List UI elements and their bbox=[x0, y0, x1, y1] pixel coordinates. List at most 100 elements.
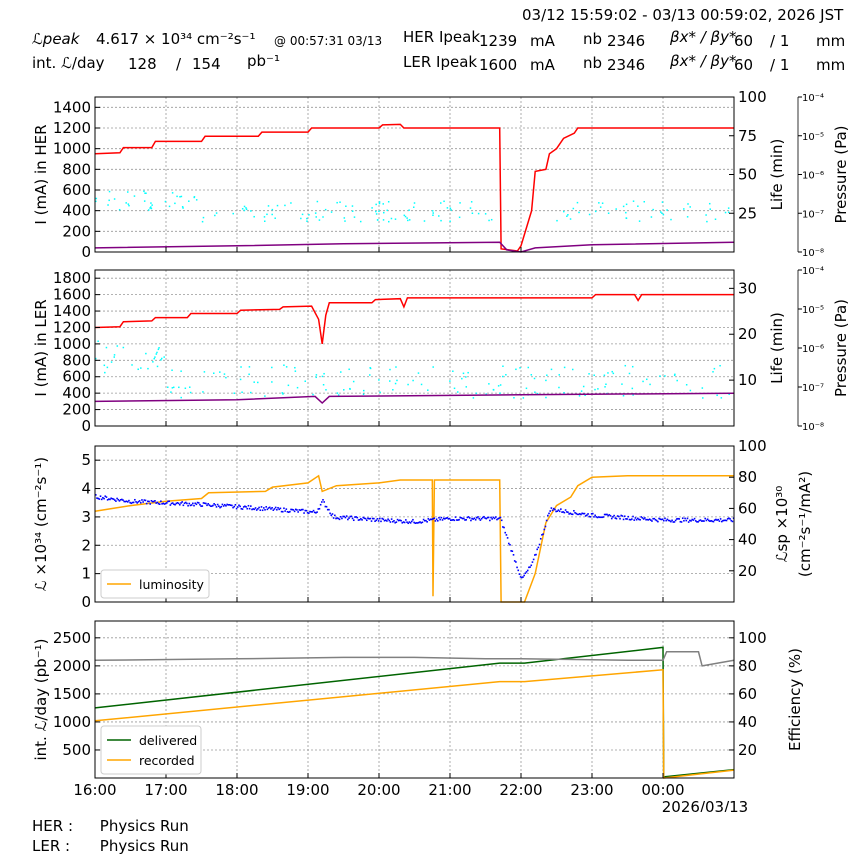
specific-lum-point bbox=[317, 508, 320, 510]
specific-lum-point bbox=[195, 503, 198, 506]
life-point bbox=[446, 207, 449, 209]
legend-label: recorded bbox=[139, 753, 195, 768]
specific-lum-point bbox=[206, 504, 208, 507]
y2-tick-label: 20 bbox=[738, 325, 757, 343]
y-tick-label: 2500 bbox=[53, 629, 91, 647]
life-point bbox=[375, 213, 378, 215]
specific-lum-point bbox=[343, 515, 346, 518]
specific-lum-point bbox=[349, 515, 352, 518]
specific-lum-point bbox=[186, 502, 188, 505]
specific-lum-point bbox=[319, 503, 322, 506]
life-point bbox=[662, 213, 665, 216]
life-point bbox=[113, 356, 116, 358]
life-point bbox=[387, 201, 390, 203]
life-point bbox=[622, 395, 625, 397]
pressure-axis-label: Pressure (Pa) bbox=[832, 125, 850, 223]
specific-lum-point bbox=[103, 497, 105, 500]
specific-lum-point bbox=[665, 519, 667, 522]
intl-value: 128 bbox=[128, 55, 157, 73]
specific-lum-point bbox=[270, 508, 272, 510]
specific-lum-point bbox=[299, 509, 302, 512]
specific-lum-point bbox=[253, 508, 256, 511]
specific-lum-point bbox=[246, 507, 249, 510]
life-point bbox=[394, 382, 397, 385]
specific-lum-point bbox=[523, 574, 525, 577]
life-point bbox=[181, 206, 184, 208]
specific-lum-point bbox=[442, 517, 445, 520]
specific-lum-point bbox=[239, 505, 241, 508]
specific-lum-point bbox=[96, 497, 98, 499]
pressure-line bbox=[94, 241, 735, 253]
specific-lum-point bbox=[623, 515, 626, 518]
specific-lum-point bbox=[407, 522, 409, 525]
life-point bbox=[353, 216, 356, 218]
life-point bbox=[605, 383, 607, 386]
current-line bbox=[94, 123, 734, 252]
her-ipeak-unit: mA bbox=[530, 32, 555, 50]
specific-lum-point bbox=[627, 515, 630, 518]
life-point bbox=[318, 219, 321, 221]
life-point bbox=[108, 199, 110, 202]
specific-lum-point bbox=[294, 508, 297, 511]
life-point bbox=[488, 383, 490, 385]
ler-beta-x: 60 bbox=[734, 56, 754, 74]
life-point bbox=[108, 190, 111, 193]
life-point bbox=[719, 364, 721, 367]
specific-lum-point bbox=[674, 519, 677, 522]
specific-lum-point bbox=[526, 569, 529, 572]
life-point bbox=[382, 203, 384, 205]
specific-lum-point bbox=[323, 501, 325, 503]
specific-lum-point bbox=[485, 517, 488, 520]
specific-lum-point bbox=[272, 509, 275, 511]
specific-lum-point bbox=[259, 509, 262, 512]
life-point bbox=[171, 369, 173, 372]
life-point bbox=[325, 389, 327, 391]
life-point bbox=[315, 376, 317, 379]
specific-lum-point bbox=[632, 515, 634, 518]
life-point bbox=[378, 201, 381, 203]
specific-lum-point bbox=[718, 520, 721, 522]
life-point bbox=[184, 387, 187, 390]
specific-lum-point bbox=[360, 517, 362, 520]
specific-lum-point bbox=[522, 576, 524, 578]
specific-lum-point bbox=[416, 522, 419, 524]
life-point bbox=[212, 372, 215, 374]
specific-lum-point bbox=[515, 561, 517, 563]
specific-lum-point bbox=[468, 517, 471, 519]
y-axis-label: I (mA) in HER bbox=[32, 124, 50, 224]
life-point bbox=[137, 368, 139, 371]
specific-lum-point bbox=[574, 511, 576, 514]
specific-lum-point bbox=[719, 518, 722, 520]
specific-lum-point bbox=[478, 517, 480, 520]
life-point bbox=[646, 378, 648, 381]
specific-lum-point bbox=[379, 517, 381, 520]
ler-beta-label: βx* / βy* bbox=[670, 52, 737, 70]
specific-lum-point bbox=[95, 494, 97, 496]
her-nb-label: nb bbox=[583, 30, 603, 48]
y-tick-label: 600 bbox=[62, 368, 91, 386]
ler-beta-y: / 1 bbox=[770, 56, 790, 74]
life-point bbox=[420, 383, 423, 386]
life-point bbox=[615, 208, 617, 210]
specific-lum-point bbox=[238, 504, 240, 507]
specific-lum-point bbox=[168, 500, 170, 503]
specific-lum-point bbox=[645, 518, 647, 521]
specific-lum-point bbox=[536, 548, 538, 551]
life-point bbox=[438, 215, 440, 217]
life-point bbox=[392, 389, 394, 391]
y-tick-label: 0 bbox=[81, 417, 91, 435]
specific-lum-point bbox=[241, 508, 244, 510]
specific-lum-point bbox=[155, 502, 157, 504]
y2-axis-label: Efficiency (%) bbox=[786, 648, 804, 751]
life-point bbox=[396, 379, 398, 382]
life-point bbox=[666, 209, 668, 211]
life-point bbox=[127, 203, 130, 205]
specific-lum-point bbox=[393, 520, 395, 522]
specific-lum-point bbox=[158, 503, 161, 506]
specific-lum-point bbox=[151, 500, 154, 503]
life-point bbox=[661, 212, 663, 214]
specific-lum-point bbox=[693, 517, 696, 520]
life-point bbox=[659, 375, 661, 377]
specific-lum-point bbox=[138, 500, 141, 502]
specific-lum-point bbox=[506, 537, 509, 539]
